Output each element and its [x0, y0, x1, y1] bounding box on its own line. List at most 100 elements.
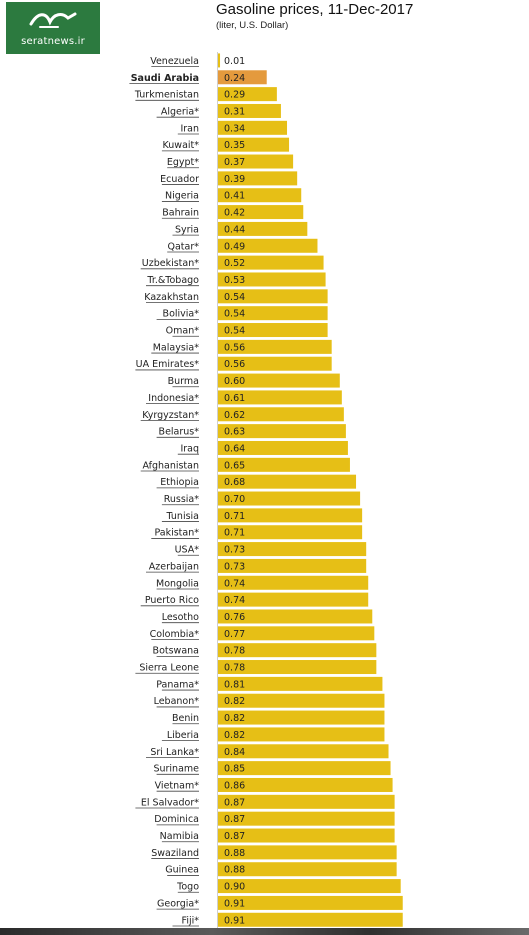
value-label: 0.81: [224, 679, 245, 690]
category-label: Guinea: [165, 865, 199, 876]
value-label: 0.61: [224, 393, 245, 404]
category-label: Burma: [168, 376, 199, 387]
bar: [218, 457, 350, 472]
bar: [218, 272, 326, 287]
bar: [218, 558, 367, 573]
bar: [218, 289, 328, 304]
bar: [218, 238, 318, 253]
category-label: Mongolia: [156, 578, 199, 589]
bar: [218, 761, 391, 776]
category-label: Georgia*: [157, 898, 199, 909]
bar: [218, 323, 328, 338]
bar: [218, 710, 385, 725]
category-label: Lesotho: [162, 612, 199, 623]
bar: [218, 660, 377, 675]
category-label: Suriname: [153, 764, 199, 775]
bar: [218, 693, 385, 708]
value-label: 0.82: [224, 696, 245, 707]
value-label: 0.90: [224, 882, 245, 893]
category-label: Swaziland: [151, 848, 199, 859]
value-label: 0.78: [224, 663, 245, 674]
bottom-strip: [0, 928, 529, 935]
bar: [218, 879, 401, 894]
category-label: Fiji*: [182, 915, 200, 926]
value-label: 0.63: [224, 427, 245, 438]
value-label: 0.24: [224, 73, 245, 84]
category-label: Iran: [180, 123, 199, 134]
value-label: 0.78: [224, 646, 245, 657]
value-label: 0.31: [224, 106, 245, 117]
category-label: Namibia: [160, 831, 199, 842]
bar: [218, 811, 395, 826]
value-label: 0.76: [224, 612, 245, 623]
category-label: USA*: [175, 545, 200, 556]
value-label: 0.86: [224, 780, 245, 791]
logo-emblem-icon: [29, 12, 77, 28]
bar: [218, 727, 385, 742]
bar: [218, 895, 403, 910]
bar: [218, 845, 397, 860]
value-label: 0.77: [224, 629, 245, 640]
value-label: 0.87: [224, 797, 245, 808]
value-label: 0.41: [224, 191, 245, 202]
category-label: Benin: [172, 713, 199, 724]
value-label: 0.82: [224, 713, 245, 724]
value-label: 0.60: [224, 376, 245, 387]
value-label: 0.65: [224, 460, 245, 471]
value-label: 0.49: [224, 241, 245, 252]
bar: [218, 542, 367, 557]
bar: [218, 508, 363, 523]
category-label: Oman*: [166, 326, 200, 337]
bar: [218, 70, 267, 85]
value-label: 0.52: [224, 258, 245, 269]
chart-subtitle: (liter, U.S. Dollar): [216, 20, 289, 31]
category-label: Panama*: [156, 679, 199, 690]
value-label: 0.62: [224, 410, 245, 421]
bar: [218, 609, 373, 624]
category-label: Malaysia*: [153, 342, 200, 353]
category-label: Russia*: [164, 494, 200, 505]
bar: [218, 120, 288, 135]
bar: [218, 777, 393, 792]
category-label: Turkmenistan: [134, 90, 199, 101]
value-label: 0.88: [224, 848, 245, 859]
bar: [218, 575, 369, 590]
bar: [218, 205, 304, 220]
category-label: Qatar*: [167, 241, 199, 252]
bar: [218, 356, 332, 371]
value-label: 0.29: [224, 90, 245, 101]
category-label: Uzbekistan*: [142, 258, 199, 269]
bar: [218, 154, 294, 169]
category-label: El Salvador*: [141, 797, 199, 808]
bar: [218, 643, 377, 658]
value-label: 0.53: [224, 275, 245, 286]
value-label: 0.54: [224, 309, 245, 320]
category-label: Indonesia*: [148, 393, 199, 404]
site-logo: seratnews.ir: [6, 2, 100, 54]
value-label: 0.42: [224, 208, 245, 219]
value-label: 0.34: [224, 123, 245, 134]
category-label: Kazakhstan: [144, 292, 199, 303]
category-label: Belarus*: [159, 427, 200, 438]
value-label: 0.39: [224, 174, 245, 185]
bar: [218, 440, 348, 455]
value-label: 0.74: [224, 595, 245, 606]
category-label: Azerbaijan: [149, 561, 199, 572]
category-label: Tr.&Tobago: [146, 275, 199, 286]
value-label: 0.87: [224, 831, 245, 842]
category-label: Egypt*: [167, 157, 199, 168]
value-label: 0.70: [224, 494, 245, 505]
category-label: Algeria*: [161, 106, 199, 117]
category-label: Iraq: [180, 443, 199, 454]
category-label: Puerto Rico: [145, 595, 199, 606]
bar: [218, 794, 395, 809]
bar: [218, 306, 328, 321]
category-label: Pakistan*: [154, 528, 199, 539]
value-label: 0.37: [224, 157, 245, 168]
bar: [218, 87, 277, 102]
category-label: Togo: [176, 882, 199, 893]
bar: [218, 912, 403, 927]
value-label: 0.44: [224, 224, 245, 235]
category-label: Kuwait*: [163, 140, 200, 151]
value-label: 0.87: [224, 814, 245, 825]
